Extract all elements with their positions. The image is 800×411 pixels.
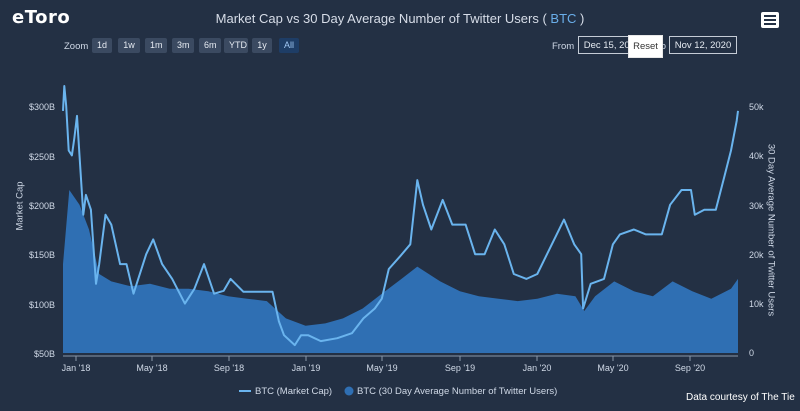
reset-button[interactable]: Reset (628, 35, 663, 58)
title-suffix: ) (576, 11, 585, 26)
data-credit: Data courtesy of The Tie (686, 392, 795, 403)
x-tick-label: May '20 (597, 363, 629, 373)
etoro-logo: eToro (12, 7, 71, 28)
legend-item-twitter-users[interactable]: BTC (30 Day Average Number of Twitter Us… (357, 386, 558, 397)
zoom-1y-button[interactable]: 1y (252, 38, 272, 53)
zoom-6m-button[interactable]: 6m (199, 38, 221, 53)
hamburger-menu-icon[interactable] (761, 12, 779, 28)
zoom-1m-button[interactable]: 1m (145, 38, 167, 53)
title-ticker: BTC (550, 11, 577, 26)
y-axis-title: Market Cap (14, 181, 26, 231)
y2-tick-label: 30k (749, 201, 764, 211)
y-tick-label: $250B (28, 152, 55, 162)
legend-item-market-cap[interactable]: BTC (Market Cap) (255, 386, 333, 397)
zoom-3m-button[interactable]: 3m (172, 38, 194, 53)
y2-tick-label: 50k (749, 102, 764, 112)
x-tick-label: May '19 (366, 363, 398, 373)
x-tick-label: Sep '18 (213, 363, 245, 373)
x-tick-label: Jan '20 (522, 363, 552, 373)
y2-tick-label: 40k (749, 151, 764, 161)
y2-tick-label: 0 (749, 348, 755, 358)
x-tick-label: Jan '18 (61, 363, 91, 373)
zoom-all-button[interactable]: All (279, 38, 299, 53)
y2-tick-label: 10k (749, 299, 764, 309)
from-label: From (552, 41, 575, 52)
legend-dot-icon (344, 386, 354, 396)
zoom-1d-button[interactable]: 1d (92, 38, 112, 53)
title-prefix: Market Cap vs 30 Day Average Number of T… (215, 11, 551, 26)
y2-tick-label: 20k (749, 250, 764, 260)
y-tick-label: $300B (28, 102, 55, 112)
x-tick-label: Jan '19 (291, 363, 321, 373)
market-cap-line (62, 85, 739, 347)
x-tick-label: Sep '19 (444, 363, 476, 373)
zoom-ytd-button[interactable]: YTD (224, 38, 248, 53)
y-tick-label: $150B (28, 250, 55, 260)
x-tick-label: Sep '20 (674, 363, 706, 373)
y-tick-label: $50B (33, 349, 55, 359)
zoom-1w-button[interactable]: 1w (118, 38, 140, 53)
y-tick-label: $200B (28, 201, 55, 211)
twitter-users-area (63, 190, 738, 353)
x-tick-label: May '18 (136, 363, 168, 373)
y-tick-label: $100B (28, 300, 55, 310)
to-date-input[interactable]: Nov 12, 2020 (669, 36, 737, 54)
chart-title: Market Cap vs 30 Day Average Number of T… (0, 11, 800, 26)
y2-axis-title: 30 Day Average Number of Twitter Users (765, 143, 777, 317)
zoom-label: Zoom (64, 41, 89, 52)
